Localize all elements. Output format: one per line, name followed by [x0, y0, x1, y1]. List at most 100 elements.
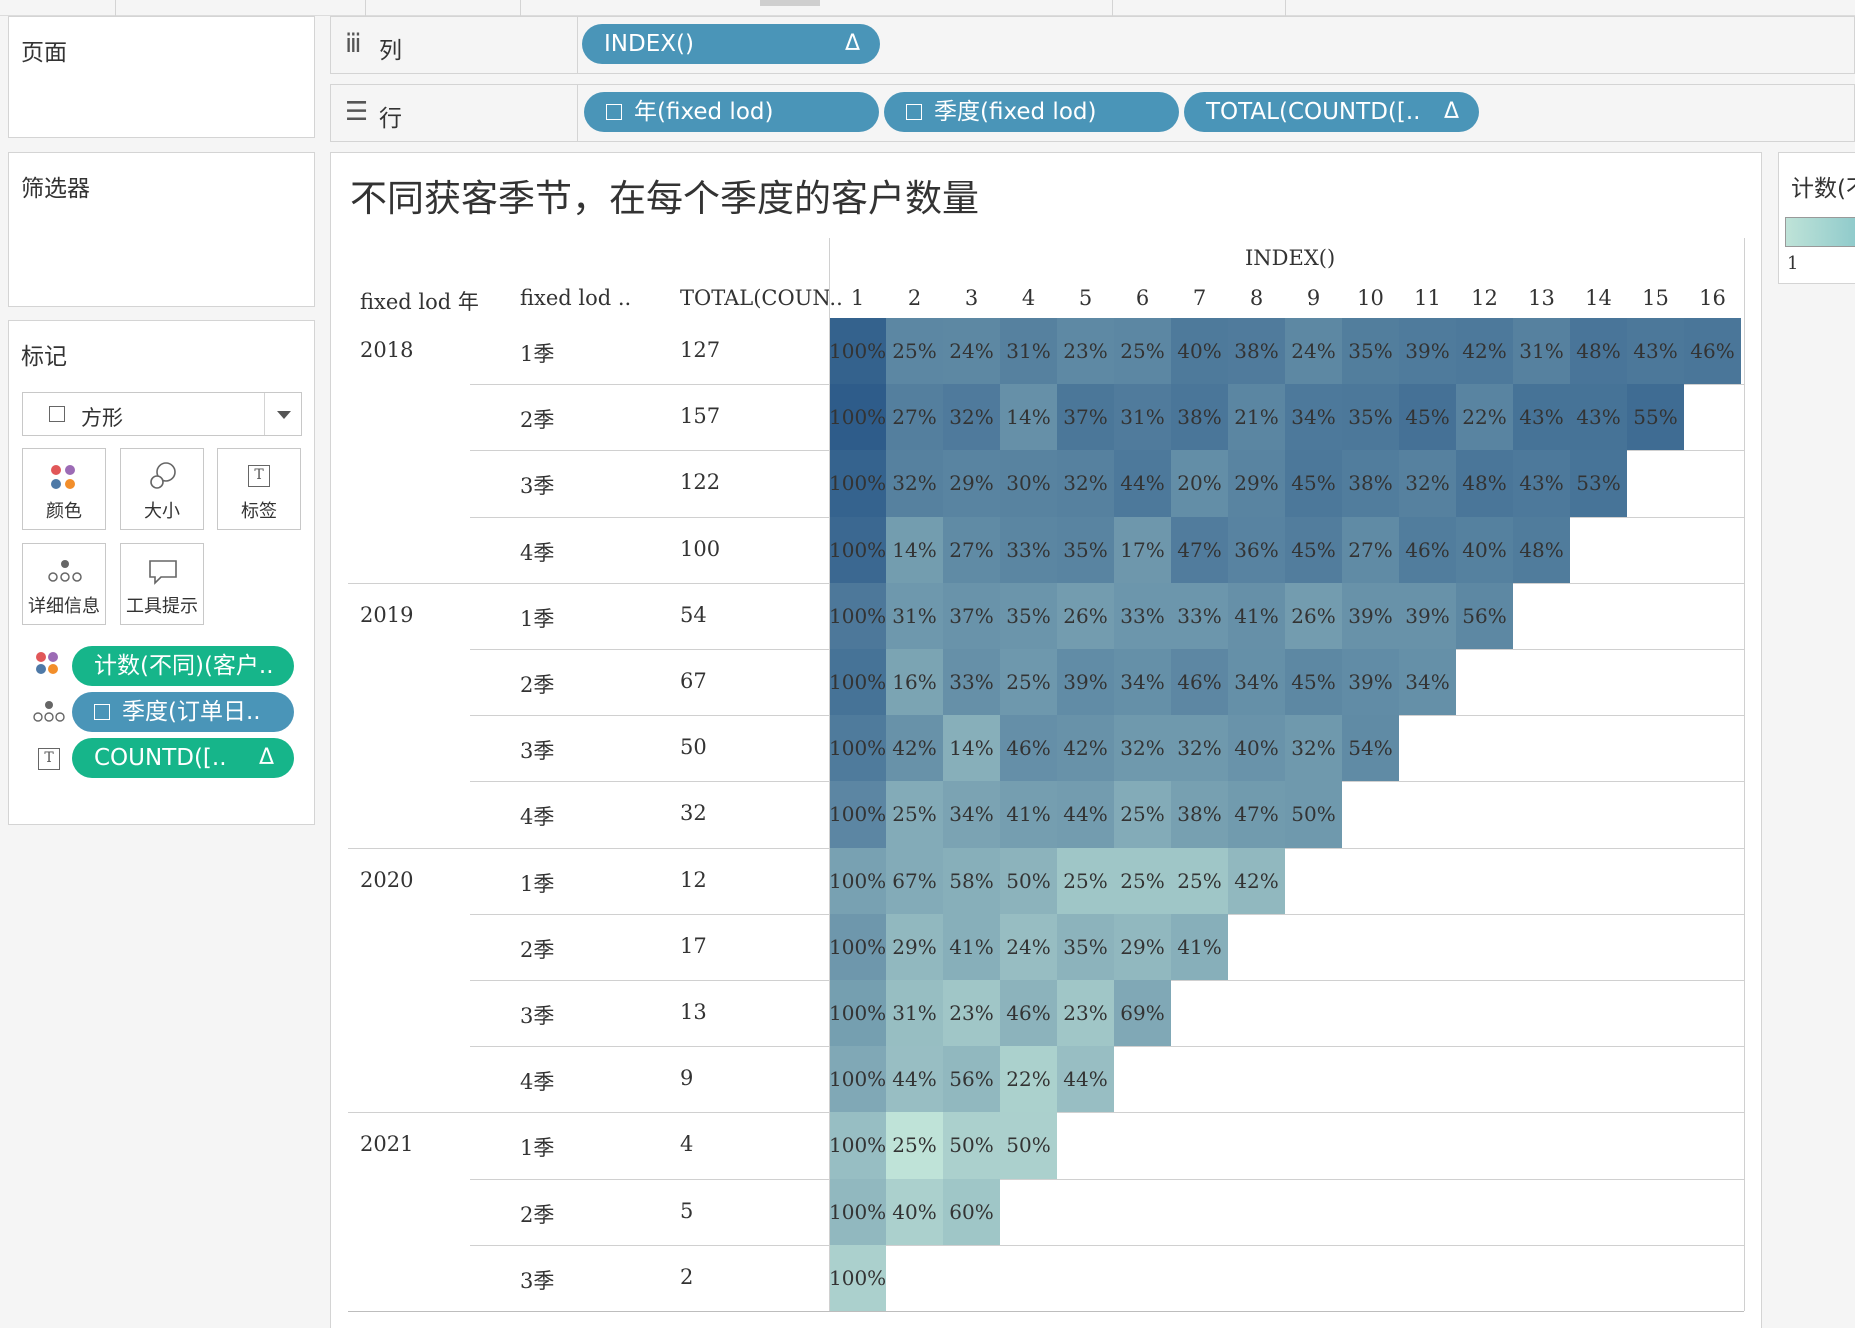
index-header-5[interactable]: 5 — [1078, 286, 1093, 310]
heatmap-cell[interactable]: 24% — [943, 318, 1000, 385]
row-year-label[interactable]: 2019 — [360, 602, 414, 627]
index-header-16[interactable]: 16 — [1699, 286, 1726, 310]
index-header-2[interactable]: 2 — [907, 286, 922, 310]
index-header-13[interactable]: 13 — [1528, 286, 1555, 310]
index-header-10[interactable]: 10 — [1357, 286, 1384, 310]
heatmap-cell[interactable]: 48% — [1513, 516, 1570, 583]
heatmap-cell[interactable]: 31% — [886, 980, 943, 1047]
heatmap-cell[interactable]: 47% — [1171, 516, 1228, 583]
heatmap-cell[interactable]: 30% — [1000, 450, 1057, 517]
index-header-12[interactable]: 12 — [1471, 286, 1498, 310]
index-header-8[interactable]: 8 — [1249, 286, 1264, 310]
row-quarter-label[interactable]: 2季 — [520, 408, 555, 433]
heatmap-cell[interactable]: 29% — [943, 450, 1000, 517]
heatmap-cell[interactable]: 32% — [943, 384, 1000, 451]
heatmap-cell[interactable]: 100% — [829, 1046, 886, 1113]
heatmap-cell[interactable]: 60% — [943, 1178, 1000, 1245]
heatmap-cell[interactable]: 47% — [1228, 781, 1285, 848]
heatmap-cell[interactable]: 35% — [1057, 516, 1114, 583]
row-quarter-label[interactable]: 1季 — [520, 342, 555, 366]
heatmap-cell[interactable]: 33% — [1114, 582, 1171, 649]
heatmap-cell[interactable]: 21% — [1228, 384, 1285, 451]
heatmap-cell[interactable]: 45% — [1285, 516, 1342, 583]
row-quarter-label[interactable]: 3季 — [520, 1004, 555, 1028]
heatmap-cell[interactable]: 58% — [943, 847, 1000, 914]
heatmap-cell[interactable]: 20% — [1171, 450, 1228, 517]
rows-pill-quarter[interactable]: 季度(fixed lod) — [884, 92, 1179, 132]
columns-pill-index[interactable]: INDEX() Δ — [582, 24, 880, 64]
heatmap-cell[interactable]: 100% — [829, 847, 886, 914]
heatmap-cell[interactable]: 32% — [1114, 715, 1171, 782]
heatmap-cell[interactable]: 37% — [1057, 384, 1114, 451]
heatmap-cell[interactable]: 31% — [1513, 318, 1570, 385]
heatmap-cell[interactable]: 24% — [1000, 913, 1057, 980]
row-quarter-label[interactable]: 1季 — [520, 606, 555, 631]
heatmap-cell[interactable]: 16% — [886, 649, 943, 716]
row-quarter-label[interactable]: 4季 — [520, 1070, 555, 1095]
heatmap-cell[interactable]: 14% — [886, 516, 943, 583]
heatmap-cell[interactable]: 32% — [1285, 715, 1342, 782]
heatmap-cell[interactable]: 55% — [1627, 384, 1684, 451]
collapse-icon[interactable] — [606, 104, 622, 120]
size-button[interactable]: 大小 — [120, 448, 204, 530]
index-header-7[interactable]: 7 — [1192, 286, 1207, 310]
heatmap-cell[interactable]: 46% — [1000, 980, 1057, 1047]
heatmap-cell[interactable]: 48% — [1570, 318, 1627, 385]
heatmap-cell[interactable]: 40% — [1171, 318, 1228, 385]
heatmap-cell[interactable]: 34% — [943, 781, 1000, 848]
heatmap-cell[interactable]: 100% — [829, 318, 886, 385]
detail-button[interactable]: 详细信息 — [22, 543, 106, 625]
heatmap-cell[interactable]: 14% — [1000, 384, 1057, 451]
heatmap-cell[interactable]: 39% — [1399, 582, 1456, 649]
heatmap-cell[interactable]: 45% — [1285, 649, 1342, 716]
header-index[interactable]: INDEX() — [1245, 246, 1336, 270]
heatmap-cell[interactable]: 34% — [1285, 384, 1342, 451]
heatmap-cell[interactable]: 33% — [1171, 582, 1228, 649]
heatmap-cell[interactable]: 23% — [943, 980, 1000, 1047]
heatmap-cell[interactable]: 17% — [1114, 516, 1171, 583]
heatmap-cell[interactable]: 50% — [943, 1112, 1000, 1179]
heatmap-cell[interactable]: 100% — [829, 582, 886, 649]
heatmap-cell[interactable]: 43% — [1513, 384, 1570, 451]
heatmap-cell[interactable]: 25% — [1114, 847, 1171, 914]
heatmap-cell[interactable]: 100% — [829, 649, 886, 716]
heatmap-cell[interactable]: 39% — [1057, 649, 1114, 716]
heatmap-cell[interactable]: 26% — [1285, 582, 1342, 649]
heatmap-cell[interactable]: 100% — [829, 781, 886, 848]
row-quarter-label[interactable]: 4季 — [520, 540, 555, 565]
heatmap-cell[interactable]: 31% — [1114, 384, 1171, 451]
row-year-label[interactable]: 2020 — [360, 867, 414, 892]
heatmap-cell[interactable]: 48% — [1456, 450, 1513, 517]
heatmap-cell[interactable]: 22% — [1000, 1046, 1057, 1113]
heatmap-cell[interactable]: 41% — [1000, 781, 1057, 848]
index-header-11[interactable]: 11 — [1414, 286, 1441, 310]
heatmap-cell[interactable]: 46% — [1000, 715, 1057, 782]
row-year-label[interactable]: 2018 — [360, 338, 414, 362]
filters-card[interactable]: 筛选器 — [8, 152, 315, 307]
heatmap-cell[interactable]: 34% — [1228, 649, 1285, 716]
heatmap-cell[interactable]: 46% — [1684, 318, 1741, 385]
heatmap-cell[interactable]: 53% — [1570, 450, 1627, 517]
color-button[interactable]: 颜色 — [22, 448, 106, 530]
heatmap-cell[interactable]: 33% — [1000, 516, 1057, 583]
index-header-1[interactable]: 1 — [850, 286, 865, 310]
heatmap-cell[interactable]: 36% — [1228, 516, 1285, 583]
heatmap-cell[interactable]: 25% — [1171, 847, 1228, 914]
mark-type-dropdown[interactable]: 方形 — [22, 392, 302, 436]
heatmap-cell[interactable]: 32% — [886, 450, 943, 517]
heatmap-cell[interactable]: 54% — [1342, 715, 1399, 782]
heatmap-cell[interactable]: 27% — [943, 516, 1000, 583]
heatmap-cell[interactable]: 44% — [1057, 781, 1114, 848]
heatmap-cell[interactable]: 43% — [1570, 384, 1627, 451]
heatmap-cell[interactable]: 100% — [829, 1112, 886, 1179]
heatmap-cell[interactable]: 40% — [1228, 715, 1285, 782]
heatmap-cell[interactable]: 100% — [829, 1244, 886, 1311]
heatmap-cell[interactable]: 42% — [1456, 318, 1513, 385]
heatmap-cell[interactable]: 42% — [1228, 847, 1285, 914]
color-legend[interactable]: 计数(不 1 — [1778, 152, 1855, 284]
index-header-3[interactable]: 3 — [964, 286, 979, 310]
row-quarter-label[interactable]: 2季 — [520, 1202, 555, 1227]
header-quarter[interactable]: fixed lod .. — [520, 286, 632, 310]
heatmap-cell[interactable]: 45% — [1285, 450, 1342, 517]
row-quarter-label[interactable]: 3季 — [520, 739, 555, 764]
